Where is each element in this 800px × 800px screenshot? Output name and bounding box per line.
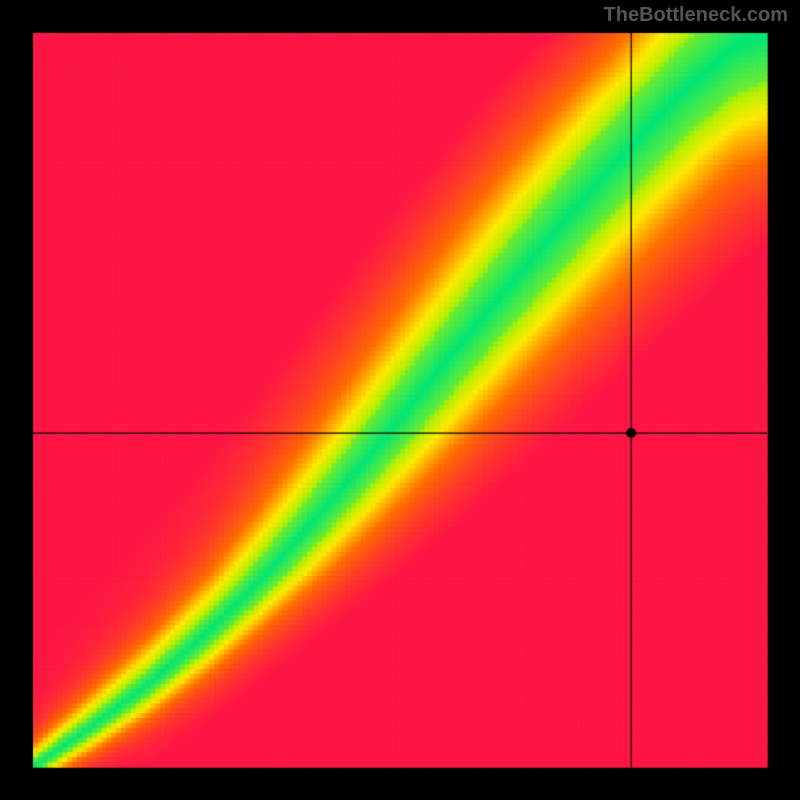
watermark-text: TheBottleneck.com	[604, 4, 788, 27]
chart-container: TheBottleneck.com	[0, 0, 800, 800]
bottleneck-heatmap	[0, 0, 800, 800]
